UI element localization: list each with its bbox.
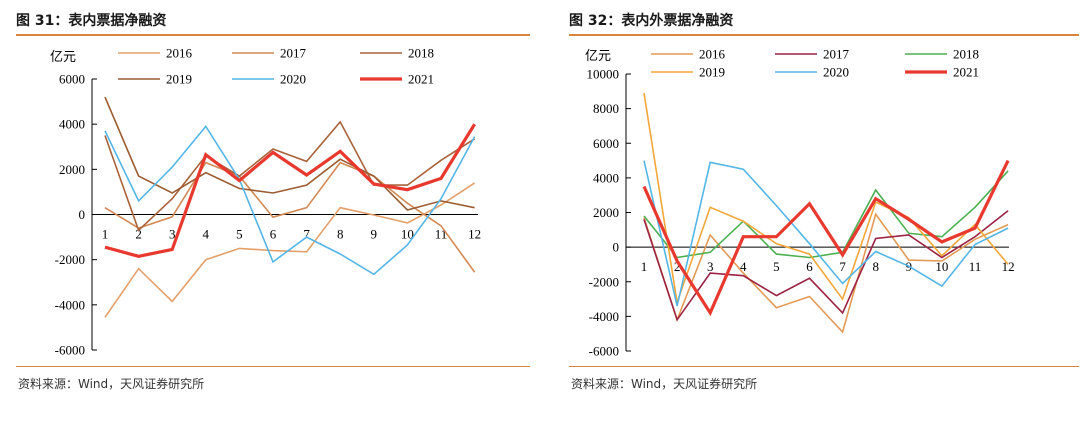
- x-tick-label: 4: [740, 259, 747, 274]
- x-tick-label: 9: [371, 227, 378, 242]
- series-line-2019: [104, 96, 475, 211]
- y-tick-label: 2000: [593, 205, 619, 220]
- legend-item-2021: 2021: [360, 72, 434, 87]
- x-tick-label: 2: [135, 227, 142, 242]
- x-tick-label: 6: [806, 259, 813, 274]
- x-tick-label: 5: [236, 227, 243, 242]
- footer-rule: [16, 366, 530, 367]
- series-line-2016: [643, 212, 1009, 334]
- x-tick-label: 11: [969, 259, 982, 274]
- chart-title: 图 32：表内外票据净融资: [569, 13, 734, 29]
- y-tick-label: 0: [613, 240, 620, 255]
- series-line-2017: [104, 161, 476, 273]
- x-tick-label: 11: [435, 227, 448, 242]
- x-tick-label: 12: [468, 227, 481, 242]
- legend-item-2016: 2016: [118, 46, 193, 61]
- x-tick-label: 5: [773, 259, 780, 274]
- y-tick-label: -6000: [55, 343, 85, 358]
- x-tick-label: 6: [270, 227, 277, 242]
- x-tick-label: 7: [839, 259, 846, 274]
- series-line-2017: [643, 210, 1009, 322]
- legend-label: 2021: [953, 65, 979, 80]
- x-tick-label: 4: [203, 227, 210, 242]
- source-note: 资料来源：Wind，天风证券研究所: [18, 377, 205, 391]
- legend-item-2017: 2017: [775, 47, 850, 62]
- unit-label: 亿元: [50, 50, 76, 65]
- legend-label: 2021: [408, 72, 434, 87]
- y-tick-label: 8000: [593, 101, 619, 116]
- y-tick-label: 2000: [59, 162, 85, 177]
- legend-item-2016: 2016: [651, 47, 726, 62]
- legend-label: 2016: [699, 47, 726, 62]
- title-rule: [16, 34, 530, 36]
- chart-panel-right: 图 32：表内外票据净融资 亿元 10000 8000 6000 4000 2000 0 -2…: [553, 0, 1080, 421]
- legend-label: 2019: [699, 65, 725, 80]
- x-tick-label: 3: [707, 259, 714, 274]
- legend-label: 2020: [823, 65, 849, 80]
- series-line-2018: [104, 120, 476, 232]
- x-tick-label: 1: [641, 259, 648, 274]
- legend-item-2020: 2020: [775, 65, 849, 80]
- y-tick-label: -2000: [55, 252, 85, 267]
- legend-label: 2018: [408, 46, 434, 61]
- series-line-2021: [104, 123, 476, 258]
- y-tick-label: 4000: [59, 117, 85, 132]
- legend-label: 2017: [280, 46, 307, 61]
- x-tick-label: 8: [872, 259, 879, 274]
- legend-item-2020: 2020: [232, 72, 306, 87]
- x-tick-label: 10: [935, 259, 948, 274]
- series-line-2019: [643, 92, 1009, 303]
- unit-label: 亿元: [585, 49, 611, 64]
- series-line-2018: [643, 170, 1009, 259]
- y-tick-label: -2000: [589, 274, 619, 289]
- legend-item-2019: 2019: [118, 72, 192, 87]
- series-line-2021: [642, 159, 1010, 317]
- legend-label: 2020: [280, 72, 306, 87]
- source-note: 资料来源：Wind，天风证券研究所: [571, 377, 758, 391]
- chart-title: 图 31：表内票据净融资: [16, 13, 167, 29]
- x-tick-label: 1: [102, 227, 109, 242]
- series-line-2020: [104, 125, 476, 276]
- y-tick-label: 6000: [59, 72, 85, 87]
- x-tick-label: 2: [674, 259, 681, 274]
- y-tick-label: 4000: [593, 170, 619, 185]
- legend-label: 2016: [166, 46, 193, 61]
- x-tick-label: 12: [1002, 259, 1015, 274]
- series-line-2016: [104, 182, 476, 318]
- legend-label: 2018: [953, 47, 979, 62]
- y-tick-label: 6000: [593, 136, 619, 151]
- chart-panel-left: 图 31：表内票据净融资 亿元 6000 4000 2000 0 -2000 -4000 -6…: [0, 0, 530, 421]
- y-tick-label: -4000: [55, 297, 85, 312]
- line-chart-right: 亿元 10000 8000 6000 4000 2000 0 -2000 -4000 -6000 1…: [585, 47, 1015, 359]
- title-rule: [569, 34, 1079, 36]
- legend-item-2019: 2019: [651, 65, 725, 80]
- legend-item-2018: 2018: [360, 46, 434, 61]
- footer-rule: [569, 366, 1079, 367]
- y-tick-label: 0: [79, 207, 86, 222]
- y-tick-label: 10000: [587, 67, 620, 82]
- x-tick-label: 3: [169, 227, 176, 242]
- legend-label: 2019: [166, 72, 192, 87]
- series-line-2020: [643, 160, 1009, 307]
- legend-label: 2017: [823, 47, 850, 62]
- x-tick-label: 8: [337, 227, 344, 242]
- y-tick-label: -4000: [589, 309, 619, 324]
- x-tick-label: 10: [401, 227, 414, 242]
- y-tick-label: -6000: [589, 344, 619, 359]
- legend-item-2021: 2021: [905, 65, 979, 80]
- legend-item-2018: 2018: [905, 47, 979, 62]
- legend-item-2017: 2017: [232, 46, 307, 61]
- x-tick-label: 7: [303, 227, 310, 242]
